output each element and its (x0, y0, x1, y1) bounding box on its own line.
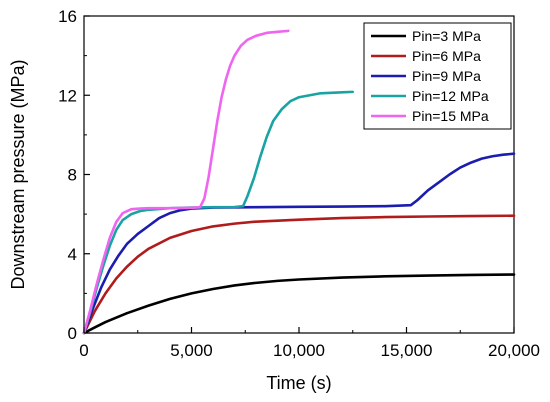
x-tick-label: 5,000 (170, 341, 213, 360)
legend-label-3: Pin=9 MPa (412, 68, 481, 84)
legend: Pin=3 MPa Pin=6 MPa Pin=9 MPa Pin=12 MPa Pin… (364, 23, 511, 129)
x-tick-label: 10,000 (273, 341, 325, 360)
y-tick-label: 0 (68, 324, 77, 343)
x-tick-label: 15,000 (381, 341, 433, 360)
y-tick-label: 12 (58, 86, 77, 105)
x-tick-label: 20,000 (488, 341, 540, 360)
x-tick-label: 0 (79, 341, 88, 360)
y-tick-label: 16 (58, 7, 77, 26)
legend-label-5: Pin=15 MPa (412, 108, 489, 124)
series-line-5 (84, 31, 288, 333)
legend-label-4: Pin=12 MPa (412, 88, 489, 104)
legend-label-2: Pin=6 MPa (412, 48, 481, 64)
y-tick-label: 4 (68, 245, 77, 264)
legend-label-1: Pin=3 MPa (412, 28, 481, 44)
x-axis-label: Time (s) (266, 373, 331, 393)
y-axis-label: Downstream pressure (MPa) (8, 59, 28, 289)
series-line-1 (84, 275, 514, 333)
y-tick-label: 8 (68, 166, 77, 185)
